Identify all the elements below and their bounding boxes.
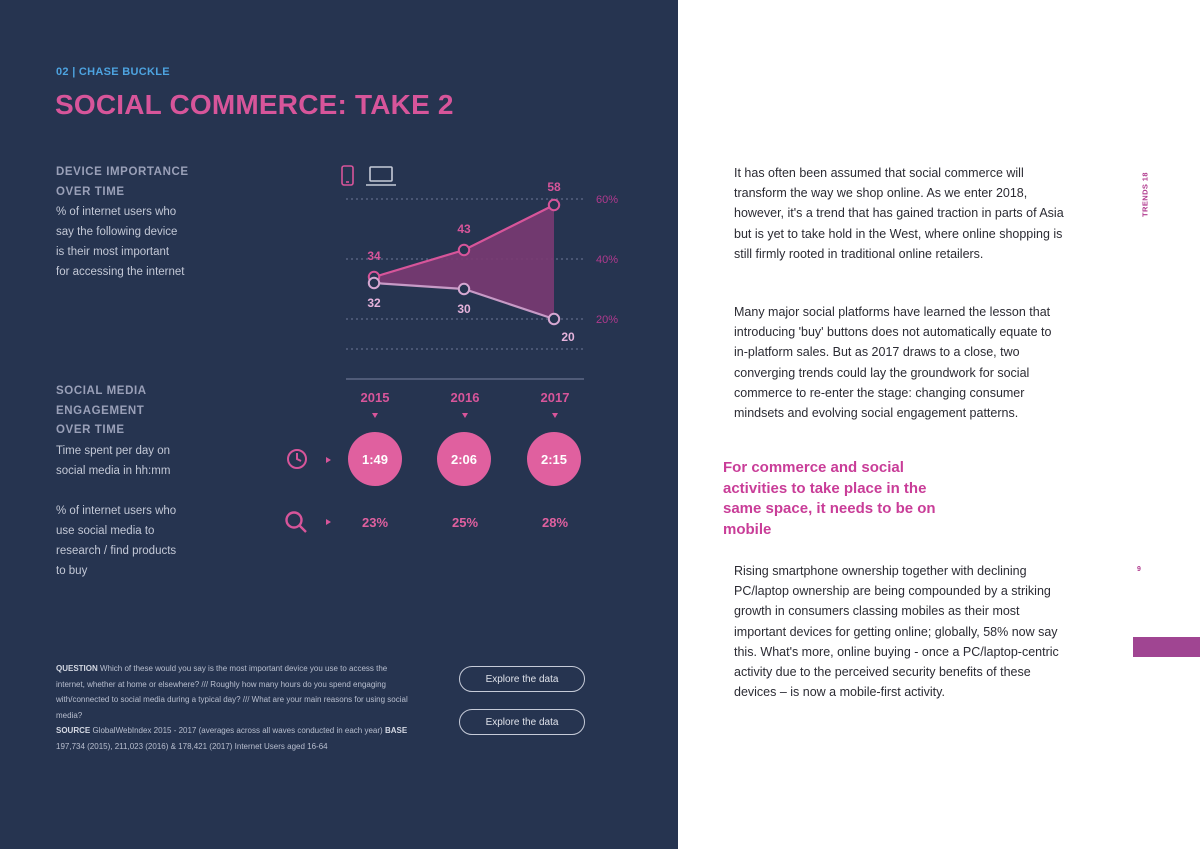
- time-spent-description: Time spent per day on social media in hh…: [56, 441, 221, 481]
- body-paragraph-1: It has often been assumed that social co…: [734, 166, 1064, 261]
- research-percent: 25%: [451, 515, 479, 530]
- mobile-value-label: 34: [367, 249, 381, 263]
- description-line: for accessing the internet: [56, 266, 185, 278]
- device-importance-chart: 60% 40% 20% 34 43 58 32 30 20: [285, 165, 618, 533]
- description-line: use social media to: [56, 525, 155, 537]
- explore-data-button[interactable]: Explore the data: [459, 666, 585, 692]
- down-arrow-icon: [462, 413, 468, 418]
- mobile-value-label: 43: [457, 222, 471, 236]
- device-importance-heading: DEVICE IMPORTANCE OVER TIME: [56, 163, 226, 202]
- series-gap-area: [374, 205, 554, 319]
- research-description: % of internet users who use social media…: [56, 501, 221, 581]
- pull-quote: For commerce and social activities to ta…: [723, 459, 936, 538]
- pc-data-point: [457, 282, 471, 296]
- right-arrow-icon: [326, 519, 331, 525]
- description-line: % of internet users who: [56, 206, 177, 218]
- year-label: 2017: [540, 390, 570, 405]
- y-tick-label: 20%: [596, 314, 618, 326]
- y-tick-label: 60%: [596, 194, 618, 206]
- mobile-data-point: [547, 198, 561, 212]
- right-arrow-icon: [326, 457, 331, 463]
- y-tick-label: 40%: [596, 254, 618, 266]
- description-line: is their most important: [56, 246, 170, 258]
- mobile-value-label: 58: [547, 180, 561, 194]
- heading-line: OVER TIME: [56, 185, 125, 198]
- down-arrow-icon: [552, 413, 558, 418]
- pc-value-label: 20: [561, 330, 575, 344]
- description-line: say the following device: [56, 226, 178, 238]
- year-label: 2015: [360, 390, 390, 405]
- description-line: to buy: [56, 565, 88, 577]
- source-label: SOURCE: [56, 726, 91, 735]
- research-percent: 28%: [541, 515, 569, 530]
- body-paragraph-2: Many major social platforms have learned…: [734, 305, 1052, 421]
- explore-data-button[interactable]: Explore the data: [459, 709, 585, 735]
- heading-line: DEVICE IMPORTANCE: [56, 166, 189, 178]
- search-icon: [285, 511, 307, 533]
- pc-value-label: 32: [367, 296, 381, 310]
- device-importance-description: % of internet users who say the followin…: [56, 202, 221, 282]
- description-line: Time spent per day on: [56, 445, 170, 457]
- engagement-heading: SOCIAL MEDIA ENGAGEMENT OVER TIME: [56, 382, 226, 441]
- pc-data-point: [367, 276, 381, 290]
- research-percent: 23%: [361, 515, 389, 530]
- base-text: 197,734 (2015), 211,023 (2016) & 178,421…: [56, 741, 328, 751]
- footnote: QUESTION Which of these would you say is…: [56, 661, 416, 754]
- smartphone-icon: [341, 165, 354, 186]
- body-paragraph-3: Rising smartphone ownership together wit…: [734, 564, 1059, 700]
- time-spent-bubble: 2:06: [437, 432, 491, 486]
- description-line: % of internet users who: [56, 505, 177, 517]
- page-title: SOCIAL COMMERCE: TAKE 2: [55, 89, 454, 120]
- mobile-data-point: [457, 243, 471, 257]
- source-text: GlobalWebIndex 2015 - 2017 (averages acr…: [90, 726, 383, 735]
- pc-data-point: [547, 312, 561, 326]
- time-spent-bubble: 1:49: [348, 432, 402, 486]
- base-label: BASE: [384, 726, 408, 735]
- heading-line: SOCIAL MEDIA: [56, 385, 147, 397]
- section-tab-marker: [1133, 637, 1200, 657]
- description-line: social media in hh:mm: [56, 465, 171, 477]
- question-label: QUESTION: [56, 664, 98, 673]
- section-side-label: TRENDS 18: [1140, 172, 1150, 217]
- laptop-icon: [366, 166, 396, 186]
- time-spent-bubble: 2:15: [527, 432, 581, 486]
- clock-icon: [287, 449, 307, 469]
- question-text: Which of these would you say is the most…: [56, 664, 408, 720]
- pc-value-label: 30: [457, 302, 471, 316]
- down-arrow-icon: [372, 413, 378, 418]
- page-number: 9: [1137, 566, 1141, 573]
- heading-line: OVER TIME: [56, 424, 125, 436]
- year-label: 2016: [450, 390, 480, 405]
- description-line: research / find products: [56, 545, 177, 557]
- author-kicker: 02 | CHASE BUCKLE: [56, 66, 170, 78]
- dark-panel: 02 | CHASE BUCKLE SOCIAL COMMERCE: TAKE …: [0, 0, 678, 849]
- heading-line: ENGAGEMENT: [56, 404, 145, 417]
